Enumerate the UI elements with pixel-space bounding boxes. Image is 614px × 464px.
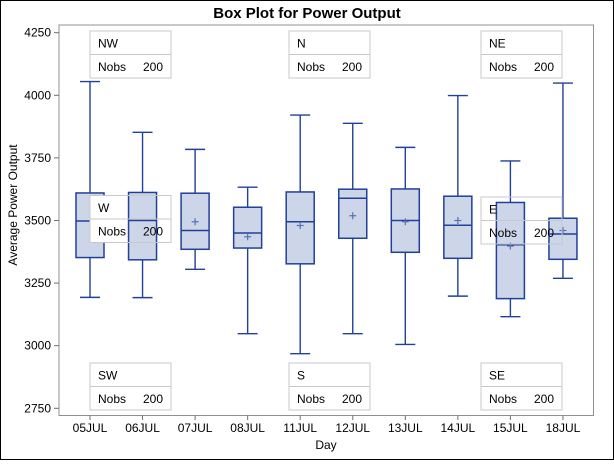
box-body	[127, 191, 158, 261]
inset-ne-stat-label: Nobs	[489, 60, 517, 74]
inset-sw-label: SW	[98, 369, 118, 383]
x-tick-label: 18JUL	[546, 421, 581, 435]
inset-ne-stat-value: 200	[534, 60, 554, 74]
inset-nw-stat-value: 200	[143, 60, 163, 74]
x-tick-label: 13JUL	[388, 421, 423, 435]
y-tick-label: 3000	[24, 339, 51, 353]
x-tick-label: 12JUL	[335, 421, 370, 435]
inset-e-stat-value: 200	[534, 226, 554, 240]
y-tick-label: 4000	[24, 88, 51, 102]
y-tick-label: 2750	[24, 401, 51, 415]
inset-se-label: SE	[489, 369, 505, 383]
inset-w-label: W	[98, 201, 110, 215]
inset-s-stat-label: Nobs	[297, 392, 325, 406]
chart-title: Box Plot for Power Output	[213, 5, 401, 22]
inset-s-stat-value: 200	[342, 392, 362, 406]
x-tick-label: 05JUL	[73, 421, 108, 435]
x-tick-label: 11JUL	[283, 421, 317, 435]
y-tick-label: 3500	[24, 214, 51, 228]
x-tick-label: 14JUL	[441, 421, 476, 435]
box-body	[443, 195, 473, 260]
inset-nw-label: NW	[98, 37, 119, 51]
y-tick-label: 3750	[24, 151, 51, 165]
inset-se-stat-value: 200	[534, 392, 554, 406]
y-tick-label: 3250	[24, 276, 51, 290]
inset-s-label: S	[297, 369, 305, 383]
box-body	[495, 201, 526, 300]
box-body	[232, 206, 263, 249]
inset-n-label: N	[297, 37, 306, 51]
inset-n-stat-value: 200	[342, 60, 362, 74]
inset-w-stat-label: Nobs	[98, 225, 126, 239]
inset-ne-label: NE	[489, 37, 506, 51]
inset-se-stat-label: Nobs	[489, 392, 517, 406]
x-tick-label: 08JUL	[230, 421, 265, 435]
inset-sw-stat-label: Nobs	[98, 392, 126, 406]
inset-w-stat-value: 200	[143, 225, 163, 239]
inset-n-stat-label: Nobs	[297, 60, 325, 74]
box-body	[548, 217, 578, 261]
inset-e-label: E	[489, 203, 497, 217]
x-axis-title: Day	[315, 438, 336, 452]
inset-e-stat-label: Nobs	[489, 226, 517, 240]
y-axis-title: Average Power Output	[6, 144, 20, 266]
inset-nw-stat-label: Nobs	[98, 60, 126, 74]
y-tick-label: 4250	[24, 26, 51, 40]
inset-sw-stat-value: 200	[143, 392, 163, 406]
x-tick-label: 07JUL	[178, 421, 213, 435]
x-tick-label: 15JUL	[493, 421, 528, 435]
x-tick-label: 06JUL	[125, 421, 160, 435]
